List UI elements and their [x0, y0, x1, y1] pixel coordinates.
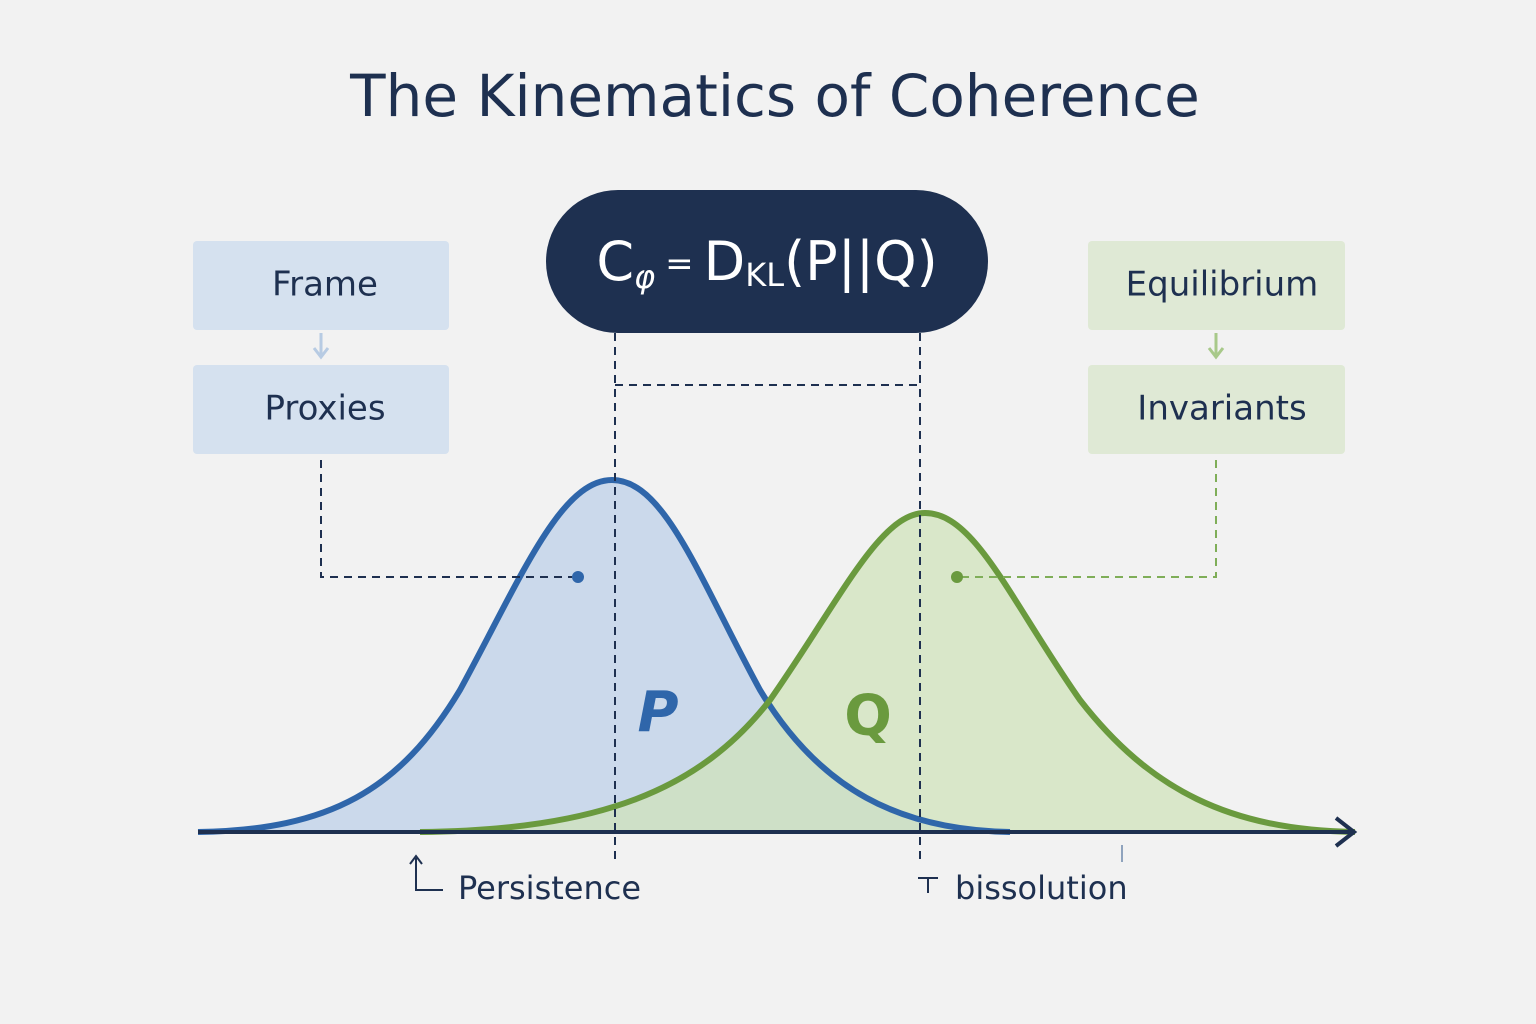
axis-arrow [1334, 816, 1358, 848]
q-curve [419, 509, 1356, 835]
p-dot [572, 571, 584, 583]
title: The Kinematics of Coherence [349, 62, 1200, 130]
q-label: Q [844, 684, 892, 749]
p-fill [198, 480, 1010, 832]
box [1088, 365, 1345, 454]
box-label: Proxies [264, 389, 385, 429]
right-connector [962, 460, 1217, 578]
box-arrow [1207, 333, 1225, 360]
axis-label: Persistence [458, 869, 641, 907]
formula-equals: = [665, 244, 694, 284]
formula-d: D [704, 230, 746, 293]
p-label: P [637, 680, 678, 745]
formula-c: C [596, 230, 634, 293]
q-fill [420, 513, 1355, 832]
box [193, 365, 449, 454]
formula-c-sub: φ [634, 258, 655, 296]
formula: Cφ = DKL(P||Q) [596, 230, 937, 296]
formula-pill [546, 190, 988, 333]
box [1088, 241, 1345, 330]
box-label: Invariants [1137, 389, 1306, 429]
p-curve [197, 476, 1011, 835]
box [193, 241, 449, 330]
guides [320, 333, 921, 865]
axis-label: bissolution [955, 869, 1128, 907]
persistence-marker [409, 854, 443, 891]
formula-args: (P||Q) [784, 230, 938, 293]
dissolution-marker [918, 877, 938, 893]
box-label: Equilibrium [1126, 265, 1319, 305]
formula-d-sub: KL [745, 256, 784, 294]
q-dot [951, 571, 963, 583]
box-arrow [312, 333, 330, 360]
box-label: Frame [272, 265, 378, 305]
